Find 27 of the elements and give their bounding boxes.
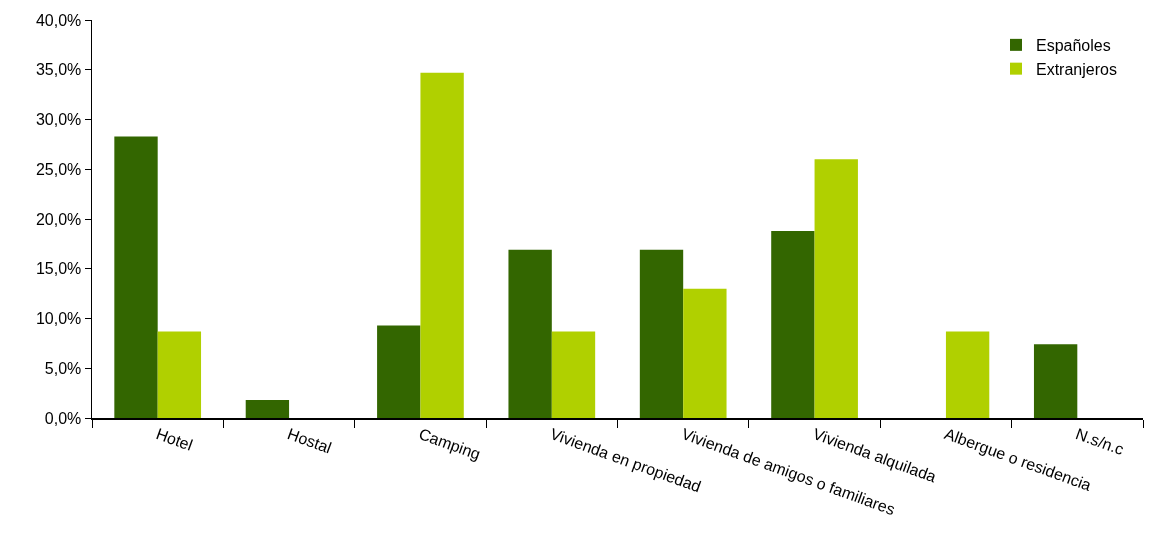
y-tick-label: 5,0%	[44, 359, 82, 377]
bar	[945, 331, 990, 418]
x-tick-label: Hostal	[285, 425, 334, 457]
bar	[157, 331, 202, 418]
bar	[377, 325, 421, 418]
bar	[508, 249, 552, 418]
bar	[814, 159, 858, 418]
bar	[420, 72, 464, 418]
y-tick-label: 35,0%	[35, 61, 82, 79]
x-tick-label: N.s/n.c	[1073, 425, 1127, 459]
y-tick-label: 15,0%	[35, 260, 82, 278]
bar	[245, 400, 290, 418]
bar	[771, 230, 815, 418]
bar	[1033, 344, 1078, 418]
bar	[551, 331, 596, 418]
bar	[683, 288, 727, 418]
bar	[639, 249, 684, 418]
y-tick-label: 0,0%	[44, 409, 82, 427]
legend-label: Extranjeros	[1035, 60, 1117, 78]
legend-label: Españoles	[1035, 37, 1111, 55]
bar	[114, 136, 158, 418]
x-tick-label: Hotel	[153, 425, 195, 454]
y-tick-label: 20,0%	[35, 210, 82, 228]
y-tick-label: 40,0%	[35, 11, 82, 29]
y-tick-label: 10,0%	[35, 310, 82, 328]
y-tick-label: 25,0%	[35, 160, 82, 178]
y-tick-label: 30,0%	[35, 111, 82, 129]
